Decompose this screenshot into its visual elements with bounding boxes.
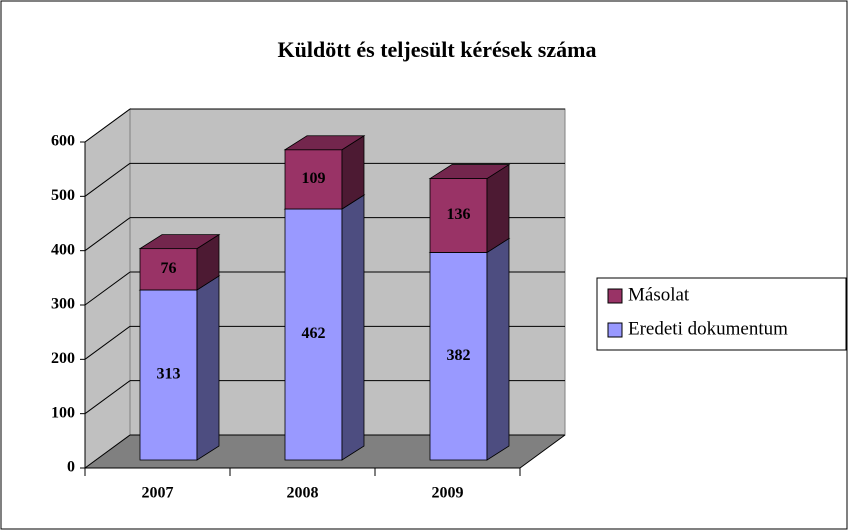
x-tick-label: 2009 xyxy=(432,485,464,502)
bar-top xyxy=(138,234,221,250)
value-label: 382 xyxy=(447,347,471,364)
value-label: 76 xyxy=(161,260,177,277)
y-tick-label: 500 xyxy=(51,187,75,204)
legend xyxy=(596,277,847,351)
bar-side xyxy=(341,194,365,461)
bar-side xyxy=(486,237,510,461)
legend-label: Másolat xyxy=(628,284,690,305)
legend-label: Eredeti dokumentum xyxy=(628,318,788,339)
bar xyxy=(139,289,198,461)
grid-line xyxy=(84,217,131,252)
grid-line xyxy=(84,434,131,469)
grid-line xyxy=(84,162,131,197)
y-tick-label: 100 xyxy=(51,404,75,421)
x-tick-label: 2007 xyxy=(142,485,174,502)
value-label: 109 xyxy=(302,170,326,187)
y-tick-label: 0 xyxy=(67,459,75,476)
y-tick-label: 600 xyxy=(51,133,75,150)
bar-top xyxy=(283,135,366,151)
bar-side xyxy=(196,275,220,461)
bar xyxy=(284,208,343,461)
bar-side xyxy=(486,163,510,254)
x-axis-depth xyxy=(519,434,566,469)
legend-swatch xyxy=(607,322,623,338)
value-label: 136 xyxy=(447,206,471,223)
y-tick-label: 300 xyxy=(51,296,75,313)
legend-swatch xyxy=(607,288,623,304)
grid-line xyxy=(84,271,131,306)
chart-title: Küldött és teljesült kérések száma xyxy=(278,37,597,62)
grid-line xyxy=(84,325,131,360)
y-tick-label: 400 xyxy=(51,241,75,258)
grid-line xyxy=(84,108,131,143)
grid-line xyxy=(84,380,131,415)
x-tick-label: 2008 xyxy=(287,485,319,502)
bar xyxy=(429,252,488,461)
value-label: 462 xyxy=(302,325,326,342)
y-tick-label: 200 xyxy=(51,350,75,367)
bar-top xyxy=(428,164,511,179)
value-label: 313 xyxy=(157,366,181,383)
bar xyxy=(429,178,488,253)
